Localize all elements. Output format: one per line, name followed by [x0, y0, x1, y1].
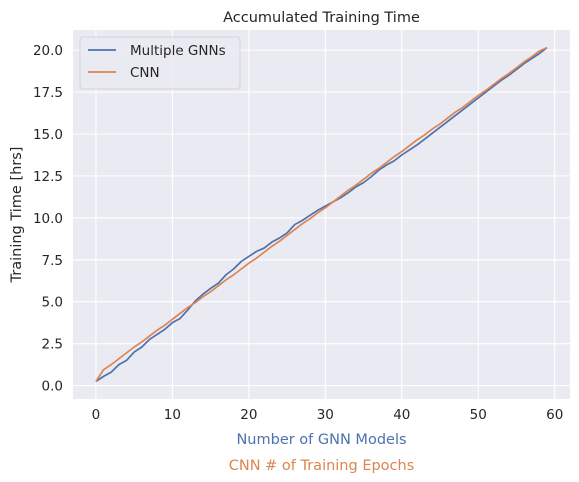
x-tick-label: 20: [240, 407, 257, 423]
y-tick-label: 5.0: [42, 295, 63, 311]
x-tick-label: 30: [317, 407, 334, 423]
y-tick-label: 0.0: [42, 379, 63, 395]
x-tick-label: 10: [164, 407, 181, 423]
y-tick-label: 15.0: [33, 127, 63, 143]
series-line-multiple-gnns: [95, 46, 548, 383]
legend-label-cnn: CNN: [130, 65, 160, 81]
legend-label-multiple-gnns: Multiple GNNs: [130, 43, 226, 59]
y-ticks: 0.0 2.5 5.0 7.5 10.0 12.5 15.0 17.5 20.0: [33, 43, 63, 394]
x-axis-label: Number of GNN Models: [236, 432, 406, 448]
series-group: [95, 46, 548, 383]
y-axis-label: Training Time [hrs]: [9, 147, 25, 284]
chart-title: Accumulated Training Time: [223, 10, 420, 26]
x-tick-label: 50: [470, 407, 487, 423]
x-axis-label-secondary: CNN # of Training Epochs: [229, 458, 415, 474]
grid: [73, 30, 570, 399]
x-tick-label: 40: [393, 407, 410, 423]
y-tick-label: 7.5: [42, 253, 63, 269]
series-line-cnn: [95, 46, 548, 382]
y-tick-label: 12.5: [33, 169, 63, 185]
x-ticks: 0 10 20 30 40 50 60: [92, 407, 564, 423]
y-tick-label: 17.5: [33, 85, 63, 101]
y-tick-label: 10.0: [33, 211, 63, 227]
y-tick-label: 20.0: [33, 43, 63, 59]
x-tick-label: 60: [546, 407, 563, 423]
y-tick-label: 2.5: [42, 337, 63, 353]
legend-box: [79, 36, 241, 90]
x-tick-label: 0: [92, 407, 101, 423]
legend: Multiple GNNs CNN: [79, 36, 241, 90]
